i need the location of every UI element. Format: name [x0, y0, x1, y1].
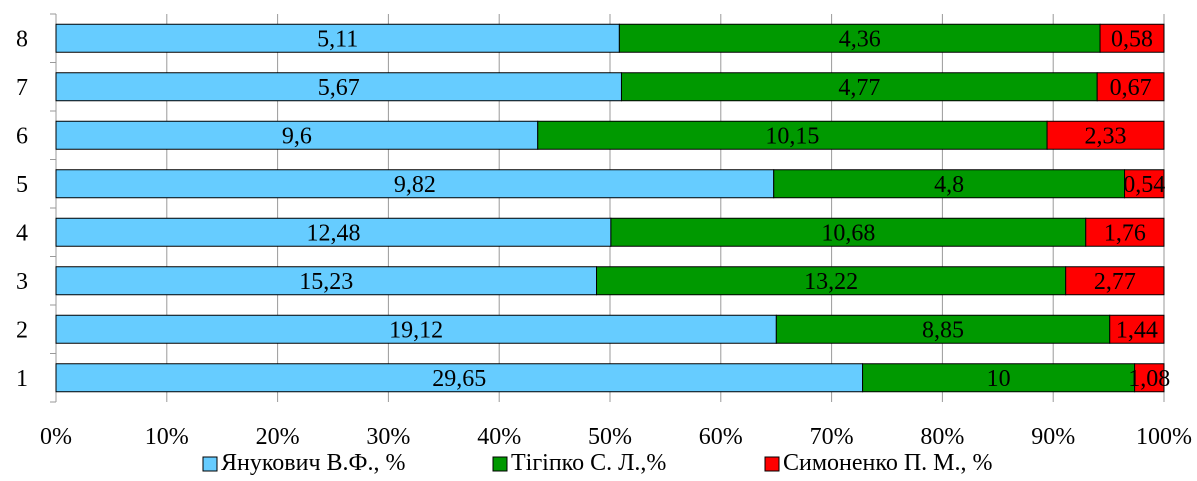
data-label: 1,08	[1128, 366, 1170, 392]
legend-label: Симоненко П. М., %	[783, 450, 992, 476]
bar-segment-3-cat-8	[1099, 23, 1165, 53]
bar-segment-1-cat-6	[55, 120, 539, 150]
data-label: 0,67	[1110, 75, 1152, 101]
legend-label: Тігіпко С. Л.,%	[511, 450, 666, 476]
data-label: 9,82	[394, 172, 436, 198]
y-axis-labels: 1 2 3 4 5 6 7 8	[16, 26, 28, 392]
y-tick-label: 4	[16, 220, 28, 246]
y-tick-label: 1	[16, 366, 28, 392]
bar-segment-2-cat-4	[610, 217, 1087, 247]
x-tick-label: 30%	[366, 424, 410, 450]
legend-swatch	[492, 456, 508, 472]
legend-swatch	[202, 456, 218, 472]
data-label: 0,54	[1123, 172, 1165, 198]
data-label: 2,77	[1094, 269, 1136, 295]
data-label: 10	[987, 366, 1011, 392]
y-tick-label: 8	[16, 26, 28, 52]
x-axis-labels: 0% 10% 20% 30% 40% 50% 60% 70% 80% 90% 100%	[40, 424, 1192, 450]
bar-segment-2-cat-8	[618, 23, 1101, 53]
data-label: 5,11	[317, 26, 358, 52]
bar-segment-3-cat-5	[1124, 169, 1165, 199]
bar-segment-3-cat-4	[1085, 217, 1165, 247]
bar-segment-2-cat-2	[775, 314, 1111, 344]
legend-swatch	[764, 456, 780, 472]
data-label: 1,76	[1104, 220, 1146, 246]
data-label: 0,58	[1111, 26, 1153, 52]
gridlines	[50, 13, 1165, 403]
data-label: 29,65	[432, 366, 486, 392]
bar-segment-1-cat-8	[55, 23, 620, 53]
y-tick-label: 7	[16, 75, 28, 101]
bar-segment-1-cat-2	[55, 314, 777, 344]
y-tick-label: 6	[16, 123, 28, 149]
y-tick-label: 5	[16, 172, 28, 198]
data-label: 8,85	[922, 317, 964, 343]
x-tick-label: 80%	[920, 424, 964, 450]
legend-label: Янукович В.Ф., %	[221, 450, 406, 476]
y-tick-label: 2	[16, 317, 28, 343]
x-tick-label: 100%	[1136, 424, 1192, 450]
data-label: 10,15	[765, 123, 819, 149]
data-label: 2,33	[1085, 123, 1127, 149]
bar-segment-2-cat-7	[620, 72, 1098, 102]
x-tick-label: 60%	[699, 424, 743, 450]
data-label: 4,36	[839, 26, 881, 52]
bars: 29,65 10 1,08 19,12 8,85 1,44 15,23 13,22 2,77 12…	[55, 23, 1170, 393]
data-label: 1,44	[1116, 317, 1158, 343]
bar-segment-3-cat-6	[1046, 120, 1165, 150]
bar-segment-2-cat-6	[537, 120, 1048, 150]
data-label: 10,68	[821, 220, 875, 246]
x-tick-label: 20%	[256, 424, 300, 450]
y-tick-label: 3	[16, 269, 28, 295]
data-label: 4,77	[838, 75, 880, 101]
data-label: 9,6	[282, 123, 312, 149]
data-label: 15,23	[299, 269, 353, 295]
x-tick-label: 90%	[1031, 424, 1075, 450]
bar-segment-1-cat-4	[55, 217, 612, 247]
data-label: 13,22	[804, 269, 858, 295]
bar-segment-1-cat-7	[55, 72, 622, 102]
bar-segment-2-cat-5	[773, 169, 1126, 199]
x-tick-label: 10%	[145, 424, 189, 450]
data-label: 4,8	[934, 172, 964, 198]
x-tick-label: 40%	[477, 424, 521, 450]
x-tick-label: 0%	[40, 424, 72, 450]
bar-segment-3-cat-7	[1096, 72, 1165, 102]
data-label: 5,67	[318, 75, 360, 101]
bar-segment-3-cat-2	[1109, 314, 1165, 344]
bar-segment-1-cat-5	[55, 169, 775, 199]
bar-segment-3-cat-3	[1065, 266, 1165, 296]
legend: Янукович В.Ф., % Тігіпко С. Л.,% Симоненко…	[202, 450, 992, 476]
data-label: 12,48	[306, 220, 360, 246]
bar-segment-2-cat-3	[596, 266, 1067, 296]
data-label: 19,12	[389, 317, 443, 343]
bar-segment-3-cat-1	[1134, 363, 1165, 393]
x-tick-label: 50%	[588, 424, 632, 450]
x-tick-label: 70%	[810, 424, 854, 450]
